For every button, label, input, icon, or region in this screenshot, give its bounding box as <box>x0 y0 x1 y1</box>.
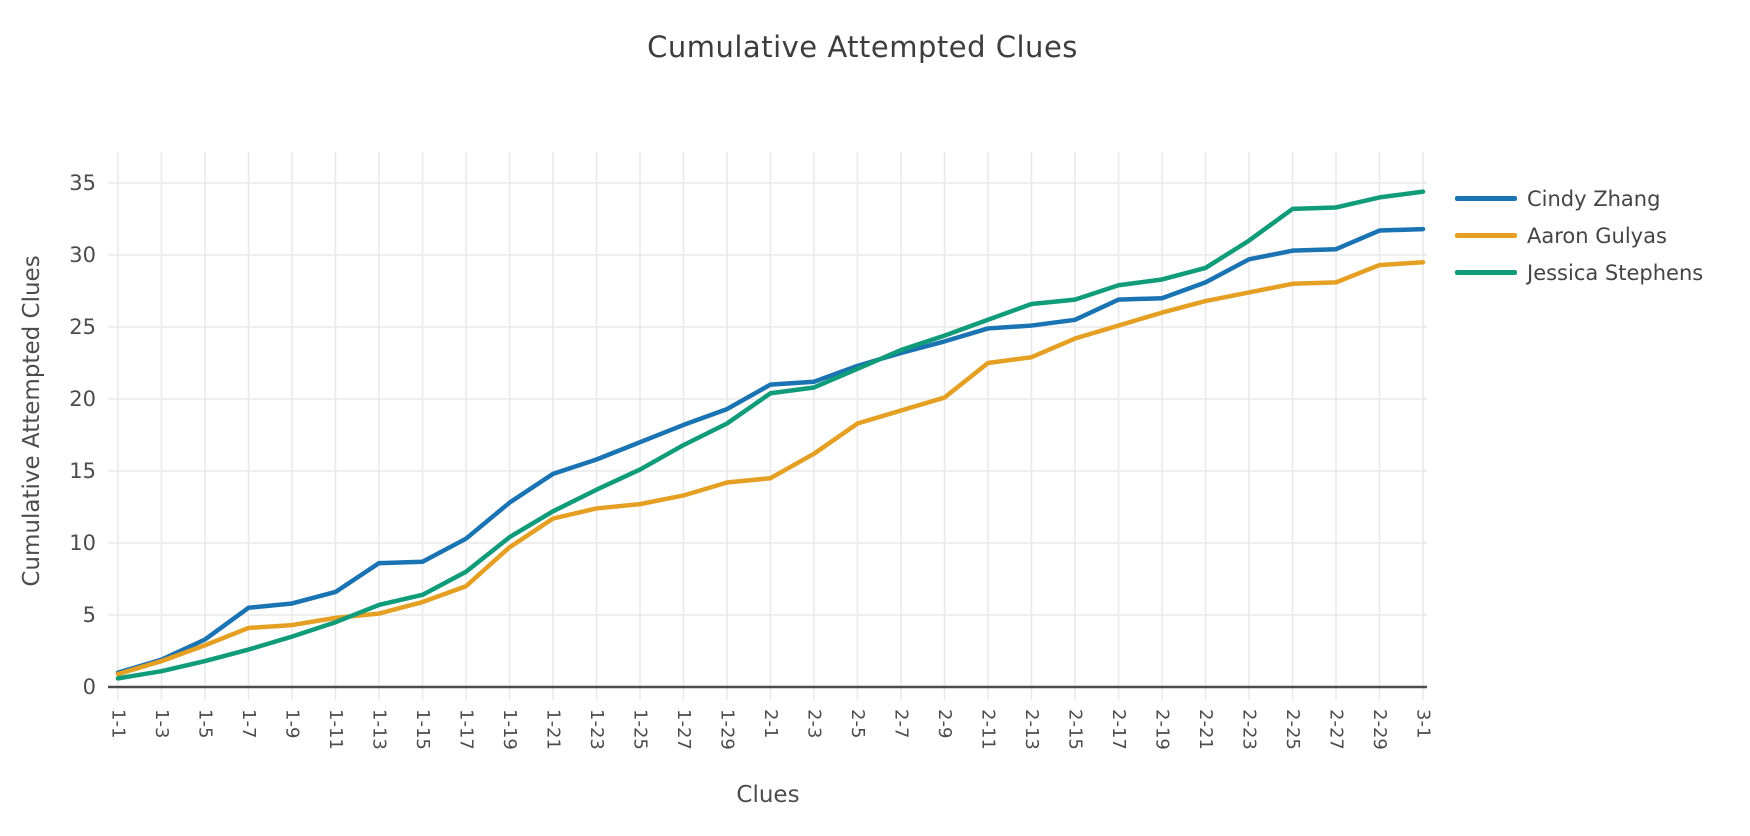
x-tick-label: 1-7 <box>238 709 259 738</box>
legend-swatch <box>1455 270 1517 275</box>
series-line-1[interactable] <box>115 259 1426 677</box>
legend-item-1[interactable]: Aaron Gulyas <box>1455 217 1703 254</box>
x-tick-label: 1-15 <box>412 709 433 750</box>
x-tick-label: 2-9 <box>934 709 955 738</box>
gridlines <box>108 152 1427 700</box>
x-tick-label: 2-25 <box>1282 709 1303 750</box>
y-tick-label: 15 <box>69 459 96 483</box>
legend-item-0[interactable]: Cindy Zhang <box>1455 180 1703 217</box>
legend-label: Aaron Gulyas <box>1527 223 1667 248</box>
legend-item-2[interactable]: Jessica Stephens <box>1455 254 1703 291</box>
x-tick-label: 1-13 <box>369 709 390 750</box>
y-tick-label: 5 <box>83 603 96 627</box>
series-line-2[interactable] <box>115 189 1426 681</box>
x-tick-label: 2-11 <box>978 709 999 750</box>
x-tick-label: 1-3 <box>151 709 172 738</box>
x-tick-label: 1-1 <box>108 709 129 738</box>
x-tick-label: 1-17 <box>456 709 477 750</box>
x-tick-label: 1-5 <box>195 709 216 738</box>
x-tick-label: 1-23 <box>586 709 607 750</box>
x-tick-label: 2-7 <box>891 709 912 738</box>
legend-swatch <box>1455 233 1517 238</box>
y-tick-labels: 0 5 10 15 20 25 30 35 <box>69 171 96 699</box>
x-tick-label: 2-19 <box>1152 709 1173 750</box>
x-tick-labels: 1-1 1-3 1-5 1-7 1-9 1-11 1-13 1-15 1-17 1-19 1-21 1… <box>108 709 1434 750</box>
y-tick-label: 30 <box>69 243 96 267</box>
x-tick-label: 1-19 <box>499 709 520 750</box>
x-axis-title: Clues <box>736 782 800 808</box>
legend-label: Cindy Zhang <box>1527 186 1661 211</box>
series-line-0[interactable] <box>115 226 1426 675</box>
x-tick-label: 2-29 <box>1369 709 1390 750</box>
x-tick-label: 1-25 <box>630 709 651 750</box>
y-tick-label: 0 <box>83 675 96 699</box>
chart-title: Cumulative Attempted Clues <box>647 30 1078 64</box>
x-tick-label: 2-3 <box>804 709 825 738</box>
y-tick-label: 35 <box>69 171 96 195</box>
x-tick-label: 1-21 <box>543 709 564 750</box>
legend: Cindy Zhang Aaron Gulyas Jessica Stephens <box>1455 180 1703 291</box>
y-tick-label: 25 <box>69 315 96 339</box>
x-tick-label: 2-27 <box>1326 709 1347 750</box>
y-tick-label: 20 <box>69 387 96 411</box>
x-tick-label: 2-23 <box>1239 709 1260 750</box>
x-tick-label: 2-21 <box>1195 709 1216 750</box>
x-tick-label: 2-5 <box>847 709 868 738</box>
legend-label: Jessica Stephens <box>1527 260 1704 285</box>
y-tick-label: 10 <box>69 531 96 555</box>
x-tick-label: 2-1 <box>760 709 781 738</box>
x-tick-label: 1-29 <box>717 709 738 750</box>
x-tick-label: 2-13 <box>1021 709 1042 750</box>
x-tick-label: 1-11 <box>325 709 346 750</box>
x-tick-label: 2-17 <box>1108 709 1129 750</box>
legend-swatch <box>1455 196 1517 201</box>
x-tick-label: 3-1 <box>1413 709 1434 738</box>
x-tick-label: 1-27 <box>673 709 694 750</box>
x-tick-label: 1-9 <box>282 709 303 738</box>
x-tick-label: 2-15 <box>1065 709 1086 750</box>
